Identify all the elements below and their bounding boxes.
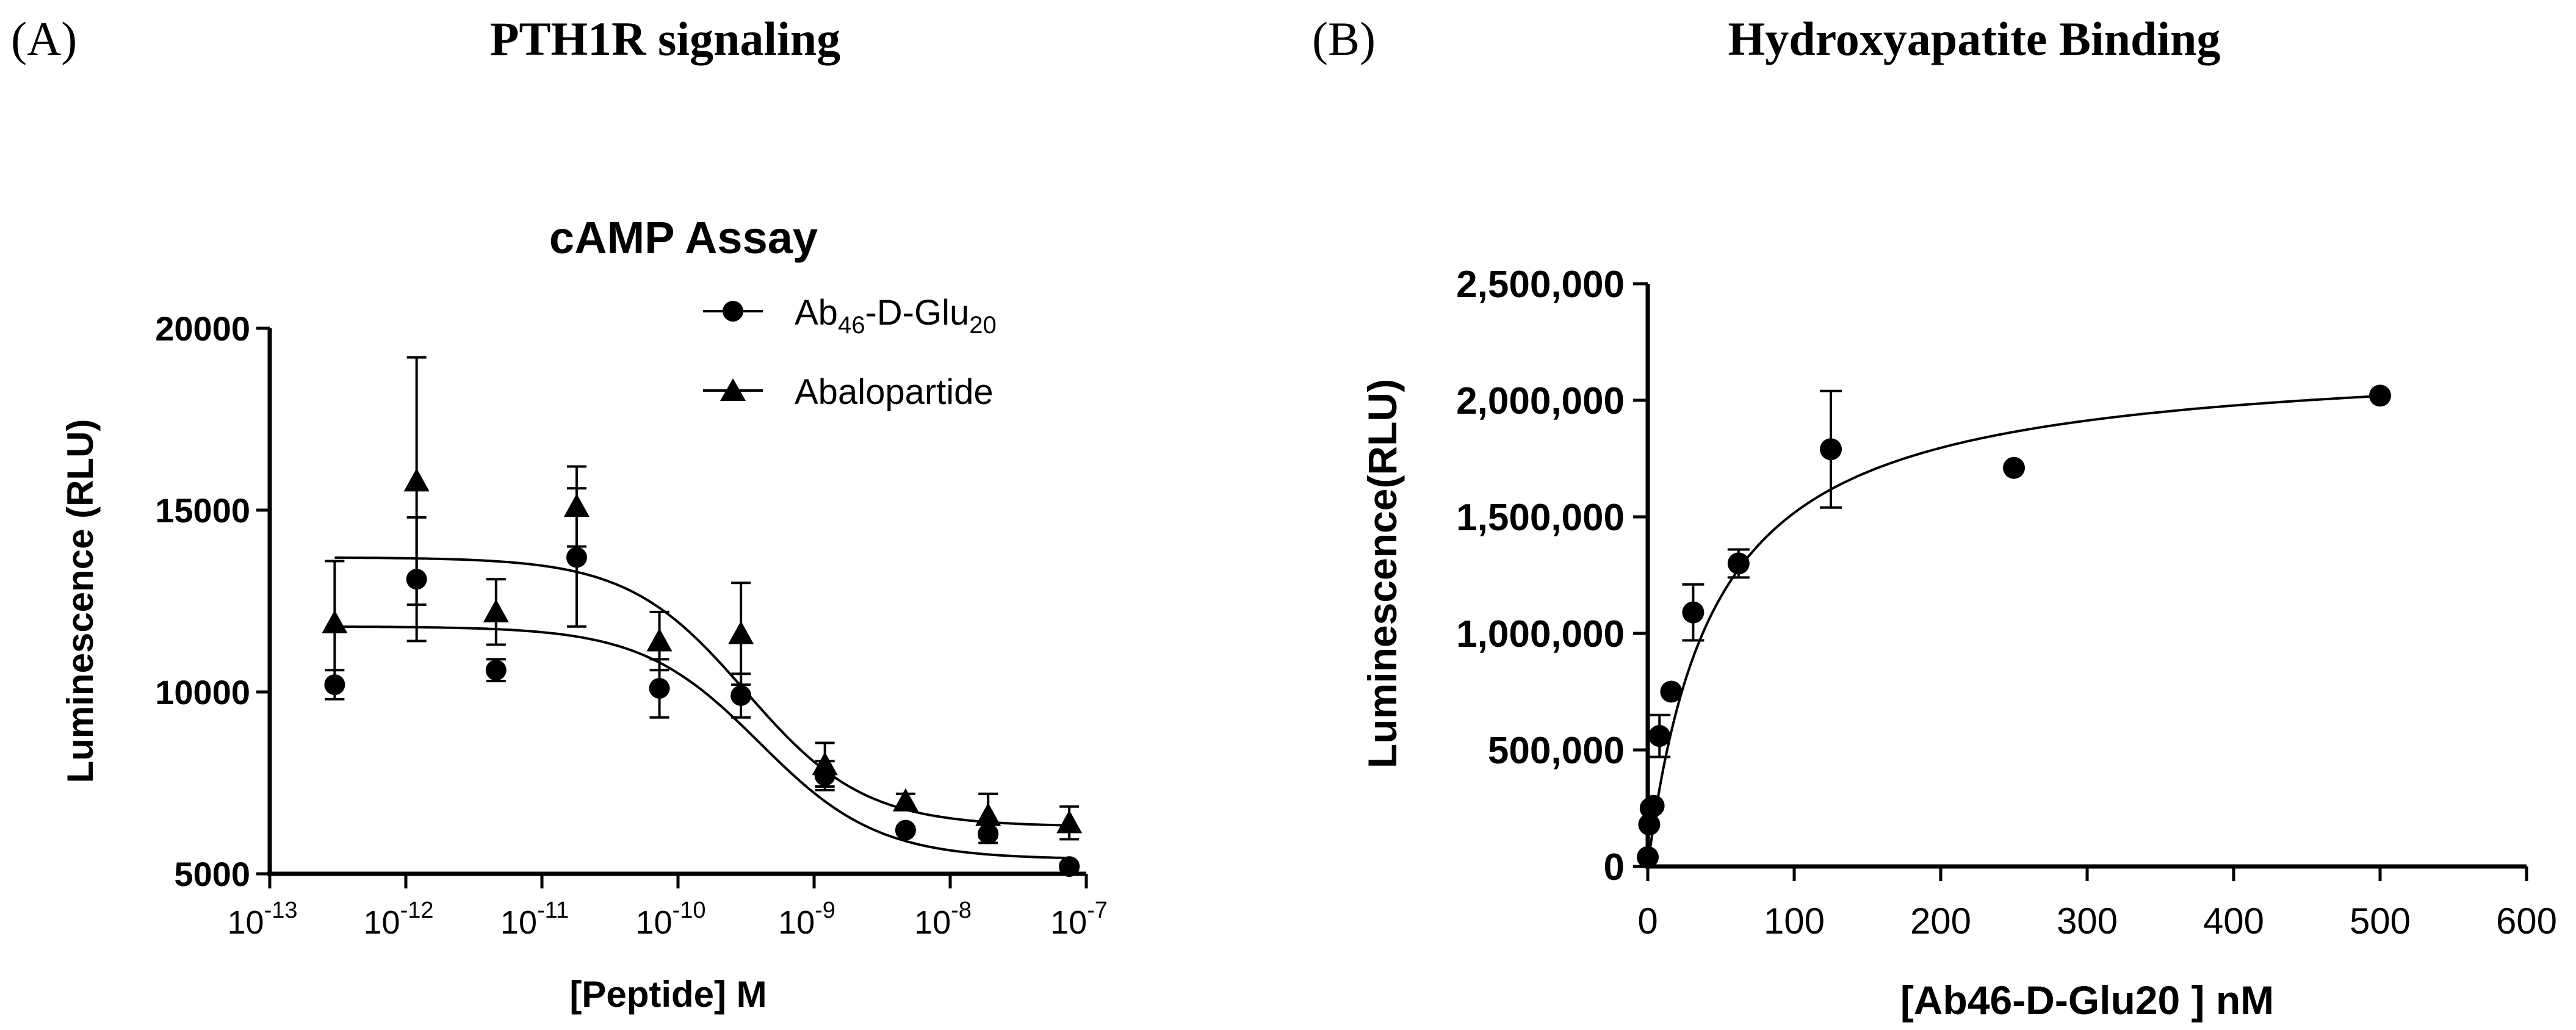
legend-marker-circle bbox=[723, 301, 743, 322]
chart-a-point-triangle bbox=[483, 599, 509, 622]
chart-a-fit-curve-ab46 bbox=[334, 625, 1070, 860]
chart-a-fit-curve-abalopartide bbox=[334, 556, 1070, 827]
chart-a-point-circle bbox=[649, 678, 670, 699]
chart-a-point-triangle bbox=[1056, 810, 1083, 834]
chart-a-point-triangle bbox=[403, 468, 430, 492]
legend-marker-triangle bbox=[720, 378, 746, 401]
camp-assay-chart: cAMP Assay 5000 10000 15000 20000 10-13 10-1… bbox=[60, 212, 1108, 1015]
chart-b-x-axis-label: [Ab46-D-Glu20 ] nM bbox=[1900, 978, 2274, 1023]
chart-a-point-triangle bbox=[812, 752, 838, 776]
chart-a-point-triangle bbox=[322, 610, 348, 633]
chart-a-xtick-label: 10-9 bbox=[778, 898, 835, 941]
chart-a-legend: Ab46-D-Glu20 Abalopartide bbox=[703, 293, 997, 412]
chart-a-xtick-label: 10-10 bbox=[636, 898, 706, 941]
chart-b-point-circle bbox=[1642, 794, 1665, 817]
chart-a-point-triangle bbox=[892, 788, 918, 812]
chart-b-ytick-label: 1,500,000 bbox=[1456, 497, 1625, 539]
chart-a-point-triangle bbox=[728, 621, 754, 644]
chart-a-point-triangle bbox=[646, 628, 673, 652]
chart-a-point-circle bbox=[895, 819, 916, 841]
chart-b-xtick-label: 500 bbox=[2350, 901, 2411, 942]
chart-b-point-circle bbox=[2003, 456, 2025, 479]
chart-a-point-circle bbox=[566, 547, 587, 568]
legend-ab46-sub1: 46 bbox=[838, 312, 865, 339]
panel-b-heading: Hydroxyapatite Binding bbox=[1728, 12, 2221, 65]
legend-ab46-sub2: 20 bbox=[969, 312, 997, 339]
legend-ab46-main: Ab bbox=[795, 293, 838, 333]
chart-b-ytick-label: 1,000,000 bbox=[1456, 613, 1625, 655]
chart-a-point-circle bbox=[406, 569, 427, 590]
chart-a-xtick-label: 10-13 bbox=[228, 898, 298, 941]
chart-a-ytick-label: 20000 bbox=[155, 309, 250, 348]
chart-a-point-triangle bbox=[975, 802, 1001, 826]
chart-b-point-circle bbox=[1660, 680, 1683, 703]
chart-a-ytick-label: 15000 bbox=[155, 491, 250, 530]
chart-b-xtick-label: 100 bbox=[1764, 901, 1825, 942]
chart-b-point-circle bbox=[1637, 846, 1659, 868]
legend-label-abalopartide: Abalopartide bbox=[795, 372, 994, 412]
chart-b-xtick-label: 600 bbox=[2496, 901, 2557, 942]
chart-b-ytick-label: 2,500,000 bbox=[1456, 264, 1625, 306]
hydroxyapatite-binding-chart: 0 500,000 1,000,000 1,500,000 2,000,000 2,500… bbox=[1360, 264, 2557, 1023]
chart-b-xtick-label: 0 bbox=[1637, 901, 1658, 942]
chart-a-point-circle bbox=[324, 674, 345, 696]
chart-b-point-circle bbox=[1682, 601, 1705, 624]
chart-a-x-axis-label: [Peptide] M bbox=[569, 974, 767, 1015]
panel-a-heading: PTH1R signaling bbox=[490, 12, 840, 65]
chart-a-title: cAMP Assay bbox=[549, 212, 818, 263]
chart-a-xtick-label: 10-11 bbox=[500, 898, 569, 941]
chart-a-ytick-label: 10000 bbox=[155, 673, 250, 711]
chart-a-point-circle bbox=[978, 823, 999, 845]
legend-ab46-mid: -D-Glu bbox=[865, 293, 969, 333]
chart-a-xtick-label: 10-8 bbox=[914, 898, 972, 941]
panel-b-letter: (B) bbox=[1312, 12, 1376, 65]
panel-a-letter: (A) bbox=[11, 12, 77, 65]
chart-b-point-circle bbox=[1648, 725, 1671, 747]
chart-a-ytick-label: 5000 bbox=[174, 855, 250, 893]
chart-b-point-circle bbox=[1820, 438, 1842, 461]
chart-a-y-axis-label: Luminescence (RLU) bbox=[60, 419, 101, 783]
chart-b-point-circle bbox=[1638, 813, 1661, 836]
chart-a-point-triangle bbox=[563, 494, 590, 517]
chart-b-ytick-label: 0 bbox=[1604, 846, 1625, 888]
chart-a-xtick-label: 10-7 bbox=[1050, 898, 1108, 941]
chart-b-point-circle bbox=[1727, 552, 1750, 575]
chart-b-ytick-label: 500,000 bbox=[1488, 730, 1625, 772]
chart-b-point-circle bbox=[2369, 384, 2391, 407]
chart-b-y-axis-label: Luminescence(RLU) bbox=[1360, 379, 1405, 768]
chart-b-xtick-label: 400 bbox=[2203, 901, 2264, 942]
chart-b-xtick-label: 300 bbox=[2057, 901, 2118, 942]
chart-b-xtick-label: 200 bbox=[1910, 901, 1971, 942]
chart-a-point-circle bbox=[1059, 856, 1080, 877]
chart-a-point-circle bbox=[485, 660, 507, 681]
legend-label-ab46: Ab46-D-Glu20 bbox=[795, 293, 997, 339]
chart-a-point-circle bbox=[731, 685, 752, 706]
chart-b-ytick-label: 2,000,000 bbox=[1456, 380, 1625, 422]
chart-a-xtick-label: 10-12 bbox=[364, 898, 434, 941]
